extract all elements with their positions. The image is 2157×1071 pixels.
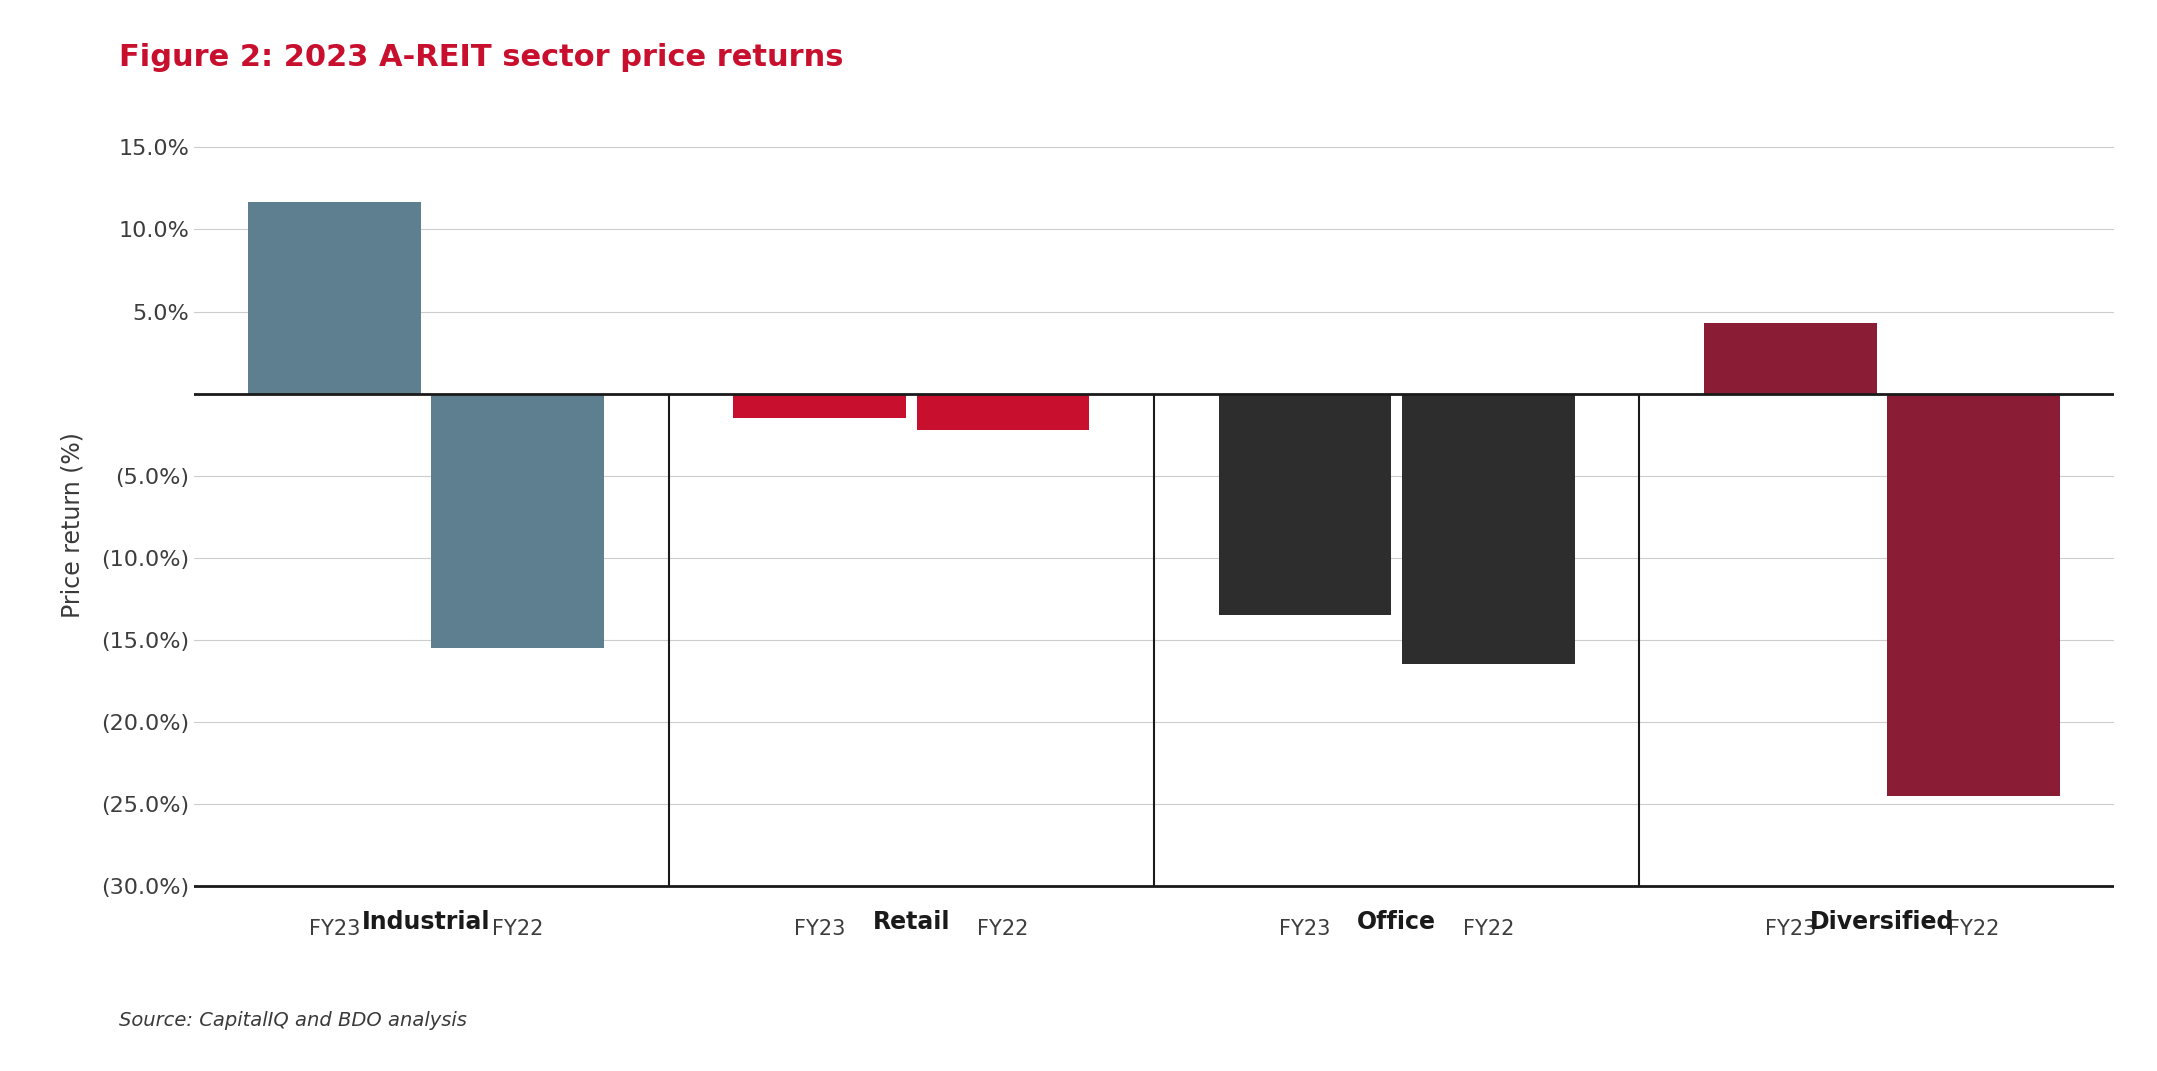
Bar	[1887, 393, 2060, 796]
Text: Office: Office	[1357, 910, 1437, 934]
Text: Retail: Retail	[874, 910, 949, 934]
Text: Source: CapitalIQ and BDO analysis: Source: CapitalIQ and BDO analysis	[119, 1011, 466, 1030]
Text: Industrial: Industrial	[362, 910, 490, 934]
Text: Figure 2: 2023 A-REIT sector price returns: Figure 2: 2023 A-REIT sector price retur…	[119, 43, 843, 72]
Y-axis label: Price return (%): Price return (%)	[60, 432, 84, 618]
Bar	[248, 201, 421, 393]
Bar	[733, 393, 906, 418]
Bar	[1219, 393, 1391, 615]
Bar	[1704, 323, 1877, 393]
Text: Diversified: Diversified	[1810, 910, 1954, 934]
Bar	[1402, 393, 1575, 664]
Bar	[431, 393, 604, 648]
Bar	[917, 393, 1089, 429]
